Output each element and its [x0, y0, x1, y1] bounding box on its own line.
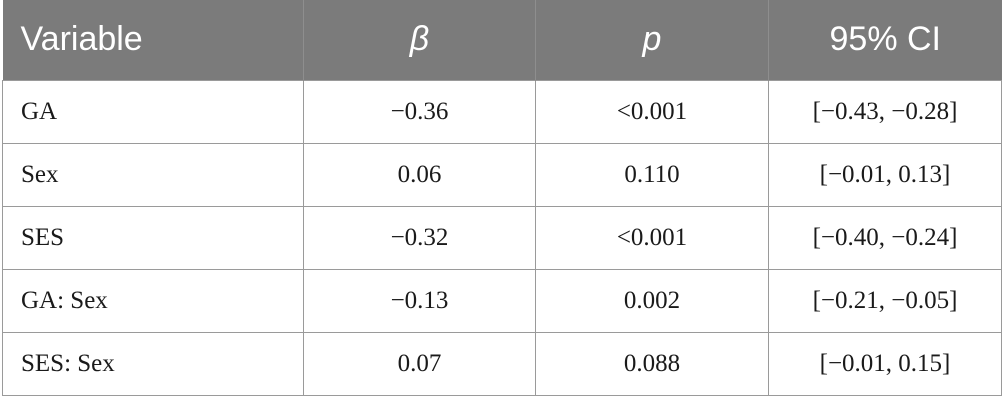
table-row: GA: Sex −0.13 0.002 [−0.21, −0.05]: [2, 268, 1002, 333]
cell-p: 0.002: [535, 268, 769, 333]
cell-ci: [−0.43, −0.28]: [768, 79, 1002, 144]
cell-ci: [−0.21, −0.05]: [768, 268, 1002, 333]
cell-ci: [−0.01, 0.15]: [768, 331, 1002, 396]
cell-beta: −0.13: [303, 268, 536, 333]
cell-ci: [−0.01, 0.13]: [768, 142, 1002, 207]
cell-beta: 0.06: [303, 142, 536, 207]
header-p: p: [535, 0, 769, 80]
cell-variable: SES: [2, 205, 304, 270]
cell-variable: GA: [2, 79, 304, 144]
cell-p: <0.001: [535, 205, 769, 270]
cell-p: 0.110: [535, 142, 769, 207]
cell-beta: −0.36: [303, 79, 536, 144]
header-variable: Variable: [20, 20, 143, 59]
table-row: Sex 0.06 0.110 [−0.01, 0.13]: [2, 142, 1002, 207]
cell-ci: [−0.40, −0.24]: [768, 205, 1002, 270]
table-row: SES −0.32 <0.001 [−0.40, −0.24]: [2, 205, 1002, 270]
cell-beta: 0.07: [303, 331, 536, 396]
cell-variable: SES: Sex: [2, 331, 304, 396]
table-row: GA −0.36 <0.001 [−0.43, −0.28]: [2, 79, 1002, 144]
cell-p: 0.088: [535, 331, 769, 396]
header-row: Variable β p 95% CI: [2, 0, 1002, 80]
header-ci: 95% CI: [768, 0, 1002, 80]
header-beta: β: [303, 0, 536, 80]
cell-variable: Sex: [2, 142, 304, 207]
table-row: SES: Sex 0.07 0.088 [−0.01, 0.15]: [2, 331, 1002, 396]
cell-p: <0.001: [535, 79, 769, 144]
cell-beta: −0.32: [303, 205, 536, 270]
cell-variable: GA: Sex: [2, 268, 304, 333]
